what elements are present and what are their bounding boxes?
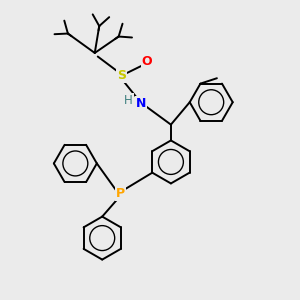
Text: O: O [142,56,152,68]
Text: H: H [124,94,133,106]
Text: S: S [117,69,126,82]
Text: N: N [136,97,146,110]
Text: P: P [116,187,125,200]
